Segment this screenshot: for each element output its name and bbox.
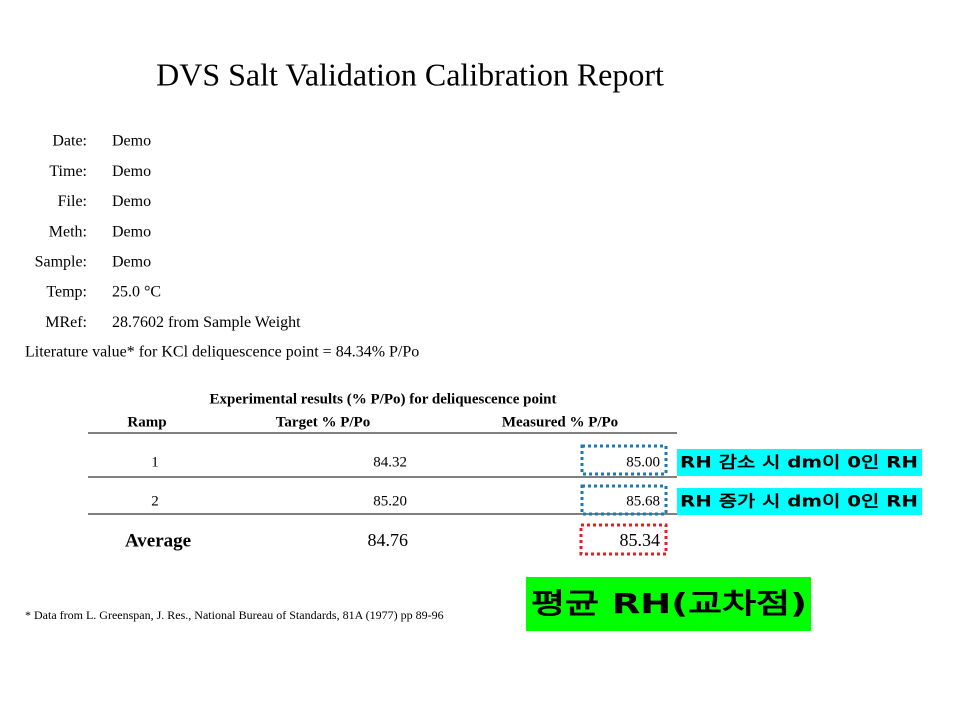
fields: Date: Demo Time: Demo File: Demo Meth: Demo Samp…	[35, 133, 302, 331]
field-value: Demo	[112, 253, 151, 270]
table-caption: Experimental results (% P/Po) for deliqu…	[210, 391, 557, 407]
annotation: RH 감소 시 dm이 0인 RH	[680, 453, 918, 472]
field-value: Demo	[112, 163, 151, 180]
field-value: Demo	[112, 223, 151, 240]
table-header: Ramp	[127, 414, 166, 430]
annotation: 평균 RH(교차점)	[531, 587, 807, 620]
table-header: Target % P/Po	[276, 414, 370, 430]
field-label: Sample:	[35, 253, 87, 270]
field-value: Demo	[112, 133, 151, 150]
average-measured: 85.34	[620, 530, 661, 550]
annotation-bg	[526, 577, 811, 631]
field-label: Date:	[52, 133, 87, 150]
cell: 2	[151, 493, 159, 509]
cell: 85.00	[626, 454, 660, 470]
annotation-bg	[677, 488, 922, 515]
average-label: Average	[125, 530, 191, 551]
highlight-box	[579, 523, 668, 556]
annotation-bg	[677, 449, 922, 476]
highlight-box	[580, 444, 668, 476]
cell: 85.20	[373, 493, 407, 509]
cell: 84.32	[373, 454, 407, 470]
field-value: 28.7602 from Sample Weight	[112, 314, 301, 331]
field-value: 25.0 °C	[112, 284, 161, 301]
field-label: File:	[58, 193, 87, 210]
literature-value: Literature value* for KCl deliquescence …	[25, 344, 419, 361]
report-title: DVS Salt Validation Calibration Report	[156, 56, 664, 92]
highlight-box	[580, 484, 668, 516]
footnote: * Data from L. Greenspan, J. Res., Natio…	[25, 608, 444, 622]
field-label: MRef:	[45, 314, 87, 331]
field-value: Demo	[112, 193, 151, 210]
table-header: Measured % P/Po	[502, 414, 618, 430]
field-label: Meth:	[49, 223, 87, 240]
cell: 85.68	[626, 493, 660, 509]
field-label: Time:	[49, 163, 87, 180]
average-target: 84.76	[368, 530, 409, 550]
cell: 1	[151, 454, 159, 470]
annotation: RH 증가 시 dm이 0인 RH	[680, 492, 918, 511]
field-label: Temp:	[46, 284, 87, 301]
